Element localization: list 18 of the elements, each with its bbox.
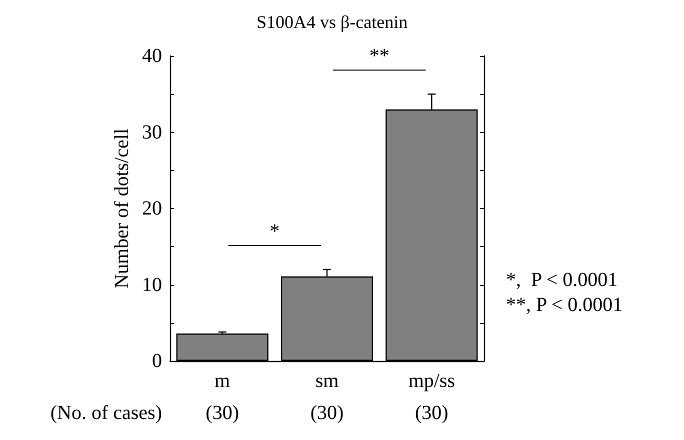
y-tick-label: 30 [142, 121, 162, 144]
text: (30) [310, 402, 344, 424]
y-tick-label: 0 [152, 350, 162, 372]
x-tick-label: mp/ss [408, 370, 456, 392]
text: *, P < 0.0001 [506, 269, 618, 291]
text: (No. of cases) [50, 402, 162, 424]
text: (30) [415, 402, 448, 424]
y-tick-label: 10 [142, 274, 162, 296]
text: (30) [206, 402, 239, 424]
chart-title: S100A4 vs β-catenin [256, 12, 408, 32]
y-axis-title: Number of dots/cell [111, 128, 133, 288]
y-tick-label: 20 [142, 198, 162, 220]
annotation: * [270, 220, 280, 242]
y-tick-label: 40 [142, 45, 162, 67]
x-tick-label: sm [315, 370, 340, 392]
text: **, P < 0.0001 [506, 294, 623, 316]
annotation: ** [369, 45, 390, 68]
x-tick-label: m [214, 370, 231, 392]
